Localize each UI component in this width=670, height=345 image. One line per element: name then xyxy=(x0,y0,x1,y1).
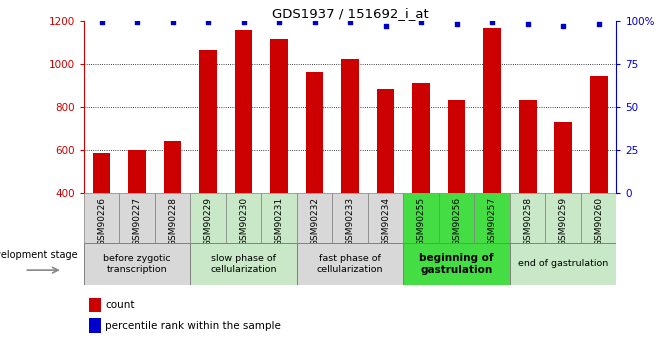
Text: GSM90257: GSM90257 xyxy=(488,197,496,246)
Text: GSM90232: GSM90232 xyxy=(310,197,319,246)
Bar xyxy=(368,193,403,243)
Bar xyxy=(590,76,608,193)
Bar xyxy=(297,243,403,285)
Bar xyxy=(474,193,510,243)
Text: GSM90259: GSM90259 xyxy=(559,197,567,246)
Bar xyxy=(89,298,100,312)
Bar xyxy=(119,193,155,243)
Bar xyxy=(448,100,466,193)
Point xyxy=(202,20,213,25)
Point xyxy=(381,23,391,29)
Text: end of gastrulation: end of gastrulation xyxy=(518,259,608,268)
Bar xyxy=(270,39,288,193)
Bar xyxy=(377,89,395,193)
Point xyxy=(415,20,426,25)
Text: GSM90227: GSM90227 xyxy=(133,197,141,246)
Text: GSM90230: GSM90230 xyxy=(239,197,248,246)
Point xyxy=(96,20,107,25)
Point xyxy=(523,21,533,27)
Bar xyxy=(412,83,430,193)
Text: fast phase of
cellularization: fast phase of cellularization xyxy=(317,254,383,274)
Bar xyxy=(128,150,146,193)
Bar xyxy=(261,193,297,243)
Bar xyxy=(234,30,253,193)
Text: GSM90258: GSM90258 xyxy=(523,197,532,246)
Point xyxy=(131,20,142,25)
Text: GSM90234: GSM90234 xyxy=(381,197,390,246)
Point xyxy=(594,21,604,27)
Point xyxy=(273,20,284,25)
Text: GSM90256: GSM90256 xyxy=(452,197,461,246)
Bar xyxy=(554,122,572,193)
Bar xyxy=(403,193,439,243)
Text: GSM90228: GSM90228 xyxy=(168,197,177,246)
Bar xyxy=(84,193,119,243)
Bar xyxy=(306,72,324,193)
Text: percentile rank within the sample: percentile rank within the sample xyxy=(105,321,281,331)
Point xyxy=(486,20,497,25)
Bar xyxy=(155,193,190,243)
Text: GSM90231: GSM90231 xyxy=(275,197,283,246)
Bar xyxy=(84,243,190,285)
Bar xyxy=(545,193,581,243)
Bar xyxy=(163,141,182,193)
Text: development stage: development stage xyxy=(0,250,78,260)
Point xyxy=(557,23,568,29)
Bar xyxy=(510,193,545,243)
Point xyxy=(310,20,320,25)
Bar xyxy=(403,243,510,285)
Bar xyxy=(341,59,359,193)
Point xyxy=(239,20,249,25)
Text: before zygotic
transcription: before zygotic transcription xyxy=(103,254,171,274)
Bar xyxy=(89,318,100,333)
Bar xyxy=(226,193,261,243)
Text: GSM90229: GSM90229 xyxy=(204,197,212,246)
Text: GSM90260: GSM90260 xyxy=(594,197,603,246)
Bar xyxy=(190,193,226,243)
Text: GSM90255: GSM90255 xyxy=(417,197,425,246)
Text: slow phase of
cellularization: slow phase of cellularization xyxy=(210,254,277,274)
Bar xyxy=(199,50,217,193)
Bar xyxy=(510,243,616,285)
Point xyxy=(344,20,355,25)
Text: beginning of
gastrulation: beginning of gastrulation xyxy=(419,253,494,275)
Bar xyxy=(297,193,332,243)
Bar xyxy=(190,243,297,285)
Bar xyxy=(92,153,111,193)
Point xyxy=(452,21,462,27)
Bar xyxy=(519,100,537,193)
Bar xyxy=(332,193,368,243)
Text: GSM90226: GSM90226 xyxy=(97,197,106,246)
Point xyxy=(167,20,178,25)
Bar xyxy=(581,193,616,243)
Text: count: count xyxy=(105,300,135,310)
Title: GDS1937 / 151692_i_at: GDS1937 / 151692_i_at xyxy=(272,7,428,20)
Bar xyxy=(483,28,501,193)
Text: GSM90233: GSM90233 xyxy=(346,197,354,246)
Bar xyxy=(439,193,474,243)
